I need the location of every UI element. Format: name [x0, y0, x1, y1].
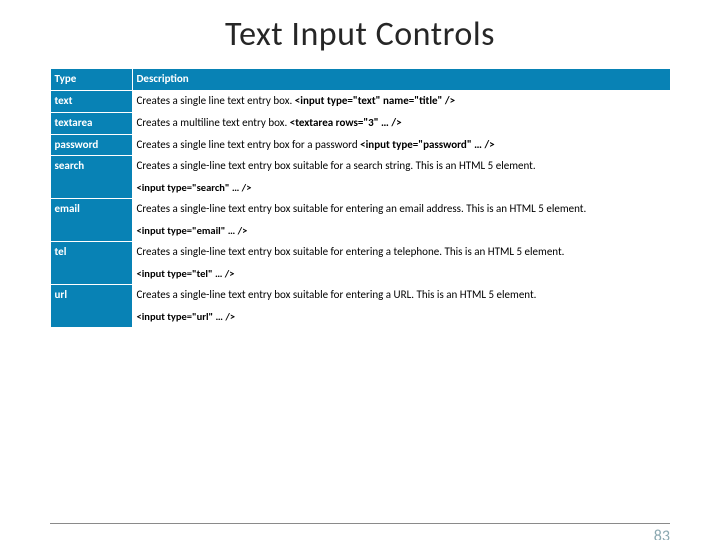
code-snippet: <input type="email" … /> [132, 221, 670, 242]
description-cell: Creates a single-line text entry box sui… [132, 156, 670, 178]
code-snippet: <input type="url" … /> [132, 307, 670, 328]
code-snippet: <input type="text" name="title" /> [295, 94, 455, 107]
col-header-description: Description [132, 69, 670, 90]
description-text: Creates a multiline text entry box. [137, 116, 290, 129]
description-cell: Creates a single-line text entry box sui… [132, 199, 670, 221]
description-cell: Creates a single line text entry box for… [132, 134, 670, 156]
type-cell: textarea [50, 112, 132, 134]
col-header-type: Type [50, 69, 132, 90]
description-text: Creates a single line text entry box. [137, 94, 295, 107]
table-row: telCreates a single-line text entry box … [50, 242, 670, 264]
table-row: textCreates a single line text entry box… [50, 90, 670, 112]
description-text: Creates a single line text entry box for… [137, 138, 361, 151]
table-row: password Creates a single line text entry… [50, 134, 670, 156]
slide: Text Input Controls TypeDescriptiontextC… [0, 14, 720, 540]
page-title: Text Input Controls [0, 14, 720, 55]
description-cell: Creates a single-line text entry box sui… [132, 242, 670, 264]
code-row: <input type="url" … /> [50, 307, 670, 328]
description-cell: Creates a single-line text entry box sui… [132, 285, 670, 307]
code-snippet: <input type="search" … /> [132, 178, 670, 199]
table-header-row: TypeDescription [50, 69, 670, 90]
footer-rule [50, 523, 670, 524]
type-cell: text [50, 90, 132, 112]
type-cell: tel [50, 242, 132, 285]
input-controls-table: TypeDescriptiontextCreates a single line… [50, 69, 671, 328]
code-snippet: <input type="tel" … /> [132, 264, 670, 285]
type-cell: search [50, 156, 132, 199]
type-cell: password [50, 134, 132, 156]
table-row: urlCreates a single-line text entry box … [50, 285, 670, 307]
table-row: textareaCreates a multiline text entry b… [50, 112, 670, 134]
code-row: <input type="tel" … /> [50, 264, 670, 285]
code-row: <input type="search" … /> [50, 178, 670, 199]
description-cell: Creates a single line text entry box. <i… [132, 90, 670, 112]
code-snippet: <input type="password" … /> [360, 138, 495, 151]
type-cell: url [50, 285, 132, 328]
code-row: <input type="email" … /> [50, 221, 670, 242]
page-number: 83 [654, 527, 670, 540]
table-row: emailCreates a single-line text entry bo… [50, 199, 670, 221]
description-cell: Creates a multiline text entry box. <tex… [132, 112, 670, 134]
code-snippet: <textarea rows="3" … /> [290, 116, 402, 129]
table-row: searchCreates a single-line text entry b… [50, 156, 670, 178]
type-cell: email [50, 199, 132, 242]
